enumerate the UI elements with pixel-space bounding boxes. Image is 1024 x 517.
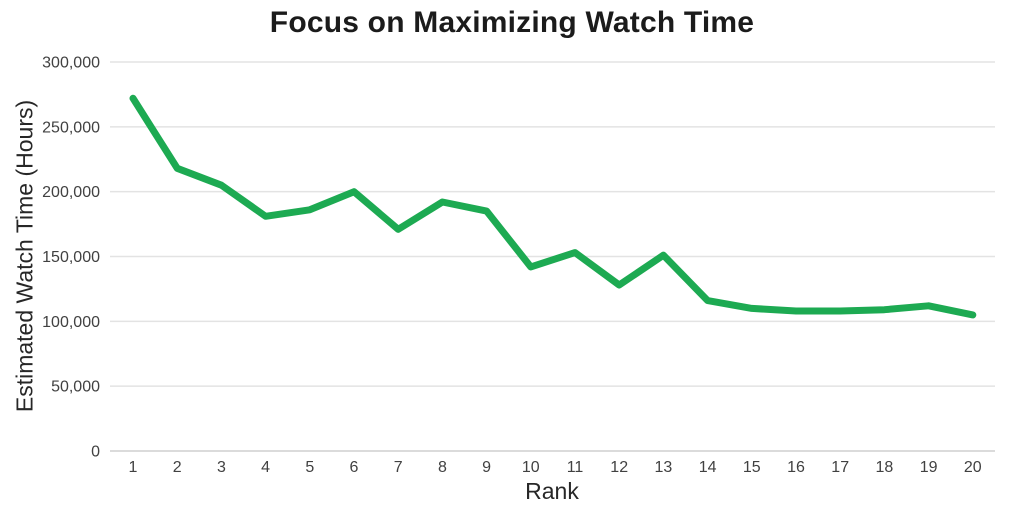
y-tick-label: 100,000 <box>42 314 100 331</box>
x-tick-label: 2 <box>173 459 182 476</box>
y-tick-label: 50,000 <box>51 379 100 396</box>
x-tick-label: 9 <box>482 459 491 476</box>
y-tick-label: 0 <box>91 444 100 461</box>
y-tick-label: 200,000 <box>42 184 100 201</box>
watch-time-line-series <box>129 94 977 319</box>
x-tick-label: 11 <box>567 459 584 476</box>
x-tick-label: 13 <box>655 459 673 476</box>
x-tick-label: 18 <box>876 459 894 476</box>
x-tick-label: 17 <box>831 459 849 476</box>
x-tick-label: 16 <box>787 459 805 476</box>
x-tick-label: 6 <box>350 459 359 476</box>
x-tick-label: 5 <box>305 459 314 476</box>
x-tick-label: 8 <box>438 459 447 476</box>
y-tick-label: 250,000 <box>42 119 100 136</box>
y-tick-label: 300,000 <box>42 55 100 72</box>
x-tick-label: 15 <box>743 459 761 476</box>
x-tick-label: 7 <box>394 459 403 476</box>
x-tick-label: 1 <box>129 459 138 476</box>
x-tick-label: 10 <box>522 459 540 476</box>
chart-title: Focus on Maximizing Watch Time <box>269 6 755 39</box>
x-tick-label: 4 <box>261 459 270 476</box>
x-tick-label: 19 <box>920 459 938 476</box>
y-tick-label: 150,000 <box>42 249 100 266</box>
x-tick-label: 14 <box>699 459 717 476</box>
x-tick-label: 3 <box>217 459 226 476</box>
x-tick-label: 20 <box>964 459 982 476</box>
x-tick-label: 12 <box>610 459 628 476</box>
x-axis-title: Rank <box>525 478 579 504</box>
